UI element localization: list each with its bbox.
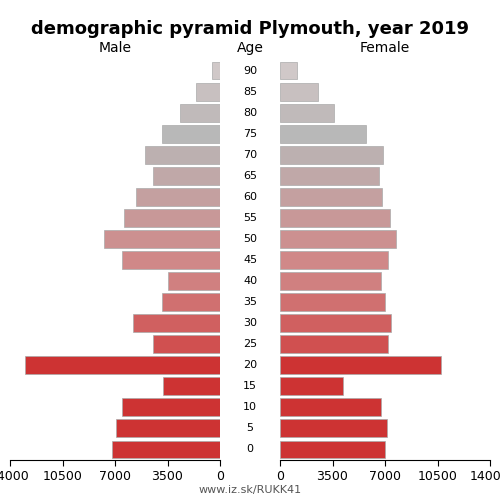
Bar [152, 167, 220, 184]
Text: 85: 85 [243, 86, 257, 97]
Text: Female: Female [360, 41, 410, 55]
Bar [162, 124, 220, 142]
Bar [162, 293, 220, 311]
Text: Age: Age [236, 41, 264, 55]
Bar [133, 314, 220, 332]
Bar [280, 356, 440, 374]
Bar [280, 398, 382, 416]
Text: 45: 45 [243, 255, 257, 265]
Text: www.iz.sk/RUKK41: www.iz.sk/RUKK41 [198, 485, 302, 495]
Text: demographic pyramid Plymouth, year 2019: demographic pyramid Plymouth, year 2019 [31, 20, 469, 38]
Bar [136, 188, 220, 206]
Text: 15: 15 [243, 382, 257, 392]
Text: Male: Male [98, 41, 132, 55]
Bar [280, 104, 334, 122]
Text: 20: 20 [243, 360, 257, 370]
Bar [280, 146, 383, 164]
Bar [280, 272, 382, 290]
Bar [280, 209, 390, 227]
Bar [280, 336, 388, 353]
Bar [280, 293, 385, 311]
Bar [152, 336, 220, 353]
Text: 75: 75 [243, 128, 257, 138]
Text: 65: 65 [243, 171, 257, 181]
Text: 40: 40 [243, 276, 257, 286]
Bar [280, 62, 296, 80]
Bar [122, 398, 220, 416]
Bar [280, 314, 391, 332]
Text: 50: 50 [243, 234, 257, 244]
Bar [280, 82, 318, 100]
Bar [180, 104, 220, 122]
Bar [280, 251, 388, 269]
Bar [280, 420, 386, 438]
Bar [168, 272, 220, 290]
Text: 70: 70 [243, 150, 257, 160]
Bar [124, 209, 220, 227]
Bar [25, 356, 220, 374]
Text: 10: 10 [243, 402, 257, 412]
Text: 0: 0 [246, 444, 254, 454]
Text: 80: 80 [243, 108, 257, 118]
Bar [104, 230, 220, 248]
Text: 5: 5 [246, 424, 254, 434]
Bar [280, 230, 396, 248]
Bar [212, 62, 220, 80]
Text: 30: 30 [243, 318, 257, 328]
Bar [122, 251, 220, 269]
Bar [145, 146, 220, 164]
Text: 35: 35 [243, 297, 257, 307]
Bar [280, 167, 379, 184]
Text: 25: 25 [243, 339, 257, 349]
Bar [116, 420, 220, 438]
Bar [280, 378, 343, 396]
Bar [280, 124, 366, 142]
Bar [196, 82, 220, 100]
Bar [112, 440, 220, 458]
Text: 60: 60 [243, 192, 257, 202]
Bar [163, 378, 220, 396]
Text: 90: 90 [243, 66, 257, 76]
Bar [280, 188, 382, 206]
Text: 55: 55 [243, 213, 257, 223]
Bar [280, 440, 385, 458]
